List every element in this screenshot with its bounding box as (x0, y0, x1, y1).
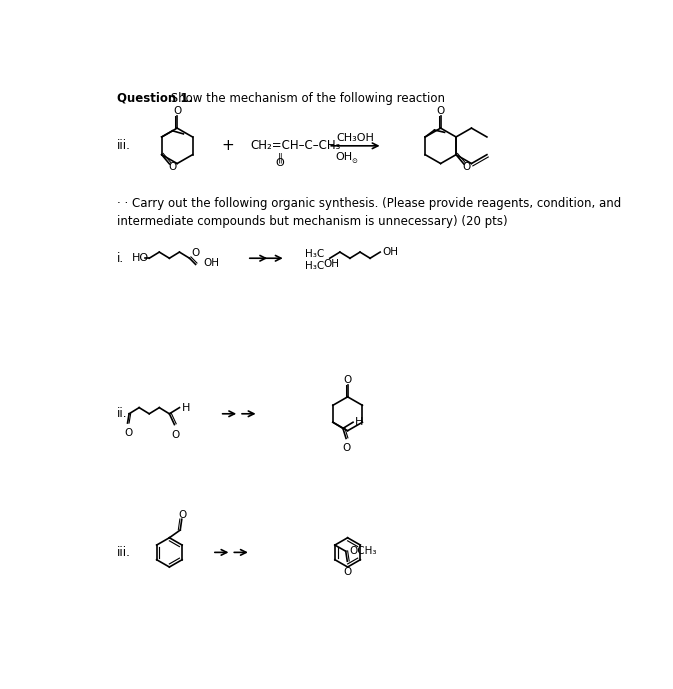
Text: Show the mechanism of the following reaction: Show the mechanism of the following reac… (167, 92, 445, 105)
Text: ⊙: ⊙ (352, 158, 357, 164)
Text: OCH₃: OCH₃ (349, 546, 377, 556)
Text: i.: i. (116, 251, 124, 265)
Text: H₃C: H₃C (305, 261, 324, 271)
Text: OH: OH (382, 247, 398, 257)
Text: O: O (343, 443, 351, 453)
Text: O: O (191, 248, 200, 258)
Text: O: O (173, 106, 181, 116)
Text: H: H (355, 418, 363, 427)
Text: CH₃OH: CH₃OH (336, 133, 374, 143)
Text: CH₂=CH–C–CH₃: CH₂=CH–C–CH₃ (251, 139, 341, 152)
Text: O: O (178, 510, 186, 520)
Text: Question 1.: Question 1. (116, 92, 192, 105)
Text: ii.: ii. (116, 407, 127, 420)
Text: +: + (221, 138, 234, 154)
Text: O: O (437, 106, 445, 116)
Text: ‖: ‖ (278, 153, 283, 163)
Text: O: O (125, 429, 133, 438)
Text: OH: OH (323, 259, 339, 269)
Text: O: O (168, 163, 176, 172)
Text: OH: OH (203, 258, 219, 268)
Text: iii.: iii. (116, 546, 131, 559)
Text: O: O (171, 430, 179, 440)
Text: O: O (343, 375, 352, 385)
Text: OH: OH (335, 152, 352, 162)
Text: iii.: iii. (116, 139, 131, 152)
Text: · · Carry out the following organic synthesis. (Please provide reagents, conditi: · · Carry out the following organic synt… (116, 196, 621, 227)
Text: O: O (462, 163, 471, 172)
Text: H: H (182, 402, 190, 413)
Text: H₃C: H₃C (305, 249, 324, 259)
Text: HO: HO (132, 254, 149, 263)
Text: O: O (343, 566, 351, 577)
Text: O: O (276, 158, 285, 167)
